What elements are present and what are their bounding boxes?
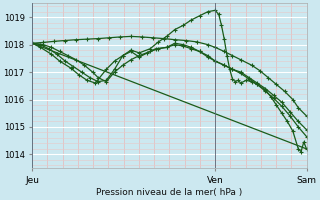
X-axis label: Pression niveau de la mer( hPa ): Pression niveau de la mer( hPa ) bbox=[96, 188, 243, 197]
